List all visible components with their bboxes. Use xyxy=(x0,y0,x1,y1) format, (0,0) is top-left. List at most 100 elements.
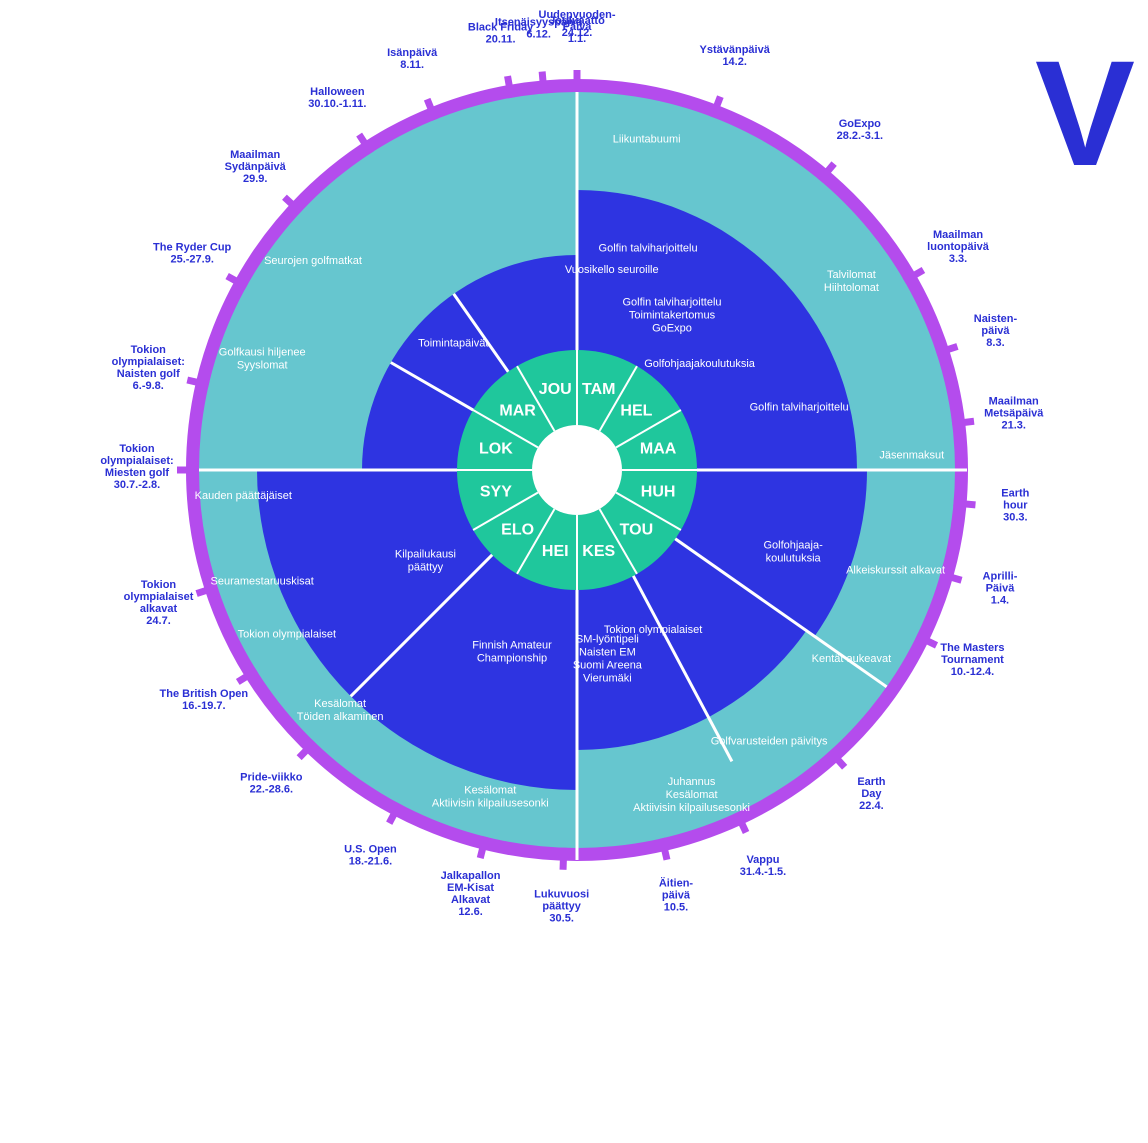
event-line: 10.-12.4. xyxy=(951,666,994,678)
event-line: 8.11. xyxy=(400,59,424,71)
event-line: Aprilli- xyxy=(983,570,1018,582)
event-label: Naisten-päivä 8.3. xyxy=(974,313,1018,349)
event-line: Jalkapallon xyxy=(441,870,501,882)
event-line: alkavat xyxy=(140,603,178,615)
event-line: Alkavat xyxy=(451,894,490,906)
navy-label: Kilpailukausi päättyy xyxy=(395,549,456,574)
event-tick xyxy=(658,837,671,861)
navy-label: Golfohjaaja-koulutuksia xyxy=(763,540,823,565)
event-label: Maailman Metsäpäivä 21.3. xyxy=(984,395,1044,431)
event-label: Jouluaatto 24.12. xyxy=(549,15,605,39)
event-line: 29.9. xyxy=(243,173,267,185)
teal-line: Syyslomat xyxy=(237,359,288,371)
teal-line: Golfvarusteiden päivitys xyxy=(711,735,828,747)
event-line: päättyy xyxy=(542,901,581,913)
event-line: 24.12. xyxy=(562,27,593,39)
navy-line: Championship xyxy=(477,653,547,665)
event-line: 14.2. xyxy=(722,56,746,68)
event-line: 30.10.-1.11. xyxy=(308,98,366,110)
event-tick xyxy=(225,273,249,290)
event-line: päivä xyxy=(981,325,1010,337)
event-line: 30.7.-2.8. xyxy=(114,479,160,491)
navy-line: Kilpailukausi xyxy=(395,549,456,561)
event-line: 25.-27.9. xyxy=(170,254,213,266)
event-label: Black Friday 20.11. xyxy=(468,22,534,46)
event-tick xyxy=(504,75,515,99)
event-line: Earth xyxy=(1001,487,1029,499)
event-label: Earth Day 22.4. xyxy=(857,776,885,812)
month-divider xyxy=(615,491,682,531)
event-label: The British Open 16.-19.7. xyxy=(160,688,249,712)
teal-line: Tokion olympialaiset xyxy=(238,629,336,641)
event-label: Itsenäisyyspäivä 6.12. xyxy=(495,17,583,41)
event-line: Earth xyxy=(857,776,885,788)
event-line: 12.6. xyxy=(458,906,482,918)
month-label: TAM xyxy=(582,381,615,398)
teal-label: Alkeiskurssit alkavat xyxy=(846,565,945,577)
event-line: 31.4.-1.5. xyxy=(740,866,786,878)
teal-line: Kesälomat xyxy=(666,789,718,801)
event-tick xyxy=(953,499,976,509)
month-divider xyxy=(598,365,638,432)
month-label: TOU xyxy=(620,521,653,538)
month-label: SYY xyxy=(480,484,512,501)
teal-label: Jäsenmaksut xyxy=(879,449,944,461)
teal-line: Töiden alkaminen xyxy=(297,711,384,723)
teal-line: Kauden päättäjäiset xyxy=(195,490,292,502)
event-tick xyxy=(282,194,303,215)
teal-line: Seurojen golfmatkat xyxy=(264,255,362,267)
month-label: HUH xyxy=(641,484,676,501)
navy-line: Golfohjaaja- xyxy=(763,540,823,552)
event-tick xyxy=(939,570,963,584)
navy-label: Vuosikello seuroille xyxy=(565,264,659,276)
teal-line: Aktiivisin kilpailusesonki xyxy=(432,798,549,810)
event-line: Sydänpäivä xyxy=(225,161,287,173)
event-label: Tokion olympialaiset alkavat 24.7. xyxy=(124,579,194,627)
event-tick xyxy=(951,417,975,428)
event-line: 22.4. xyxy=(859,800,883,812)
month-divider xyxy=(472,491,539,531)
event-tick xyxy=(733,811,750,835)
navy-label: Finnish Amateur Championship xyxy=(472,640,552,665)
event-tick xyxy=(296,739,317,761)
teal-line: Aktiivisin kilpailusesonki xyxy=(633,802,750,814)
event-tick xyxy=(827,748,848,770)
teal-label: Juhannus Kesälomat Aktiivisin kilpailuseso… xyxy=(633,776,750,814)
event-line: 24.7. xyxy=(146,615,170,627)
event-label: Maailman luontopäivä 3.3. xyxy=(927,229,990,265)
teal-label: Liikuntabuumi xyxy=(613,133,681,145)
event-label: Ystävänpäivä 14.2. xyxy=(700,44,771,68)
event-label: Vappu 31.4.-1.5. xyxy=(740,854,786,878)
event-line: Itsenäisyyspäivä xyxy=(495,17,583,29)
navy-label: Tokion olympialaiset xyxy=(604,624,702,636)
event-line: 28.2.-3.1. xyxy=(837,130,883,142)
event-tick xyxy=(386,802,403,825)
month-divider xyxy=(472,409,539,449)
event-line: Tournament xyxy=(941,654,1004,666)
month-divider xyxy=(598,508,638,575)
event-line: Naisten- xyxy=(974,313,1018,325)
event-line: luontopäivä xyxy=(927,241,990,253)
event-label: Isänpäivä 8.11. xyxy=(387,47,438,71)
event-line: 30.5. xyxy=(549,913,573,925)
event-line: 21.3. xyxy=(1001,419,1025,431)
event-label: U.S. Open 18.-21.6. xyxy=(344,843,397,867)
event-tick xyxy=(559,847,568,870)
month-label: HEL xyxy=(620,403,652,420)
event-line: 8.3. xyxy=(986,337,1004,349)
event-line: Maailman xyxy=(989,395,1039,407)
event-label: Tokion olympialaiset: Miesten golf 30.7.-2.… xyxy=(100,443,173,491)
event-label: Aprilli-Päivä 1.4. xyxy=(983,570,1018,606)
event-line: Tokion xyxy=(141,579,177,591)
month-label: LOK xyxy=(479,440,513,457)
event-line: Tokion xyxy=(119,443,155,455)
teal-label: Golfin talviharjoittelu xyxy=(599,242,698,254)
teal-line: Kesälomat xyxy=(464,785,516,797)
event-line: Jouluaatto xyxy=(549,15,605,27)
event-tick xyxy=(538,71,548,94)
navy-line: Toimintapäivät xyxy=(418,337,488,349)
teal-label: Talvilomat Hiihtolomat xyxy=(824,269,879,294)
teal-line: Golfin talviharjoittelu xyxy=(599,242,698,254)
event-line: 30.3. xyxy=(1003,511,1027,523)
